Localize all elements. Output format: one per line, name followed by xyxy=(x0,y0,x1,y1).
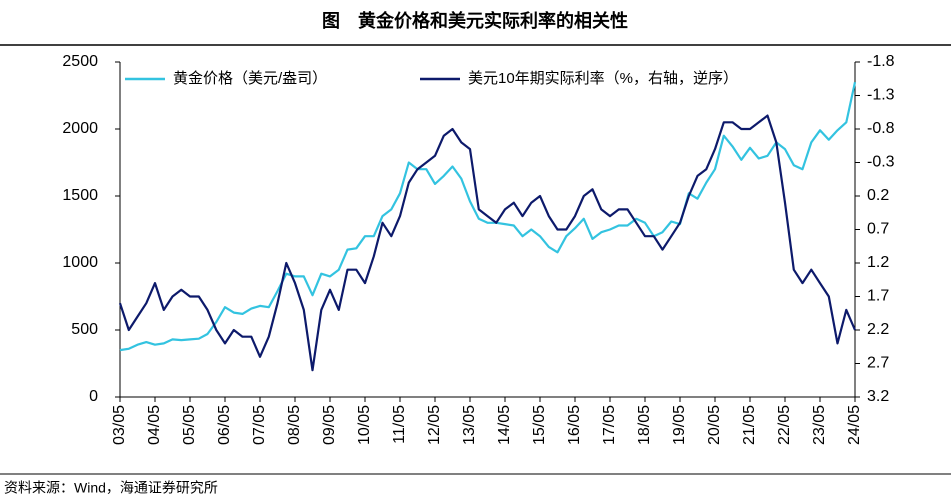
y2-tick-label: 2.7 xyxy=(867,355,889,372)
y2-tick-label: -0.3 xyxy=(867,154,895,171)
series-line xyxy=(119,81,857,352)
y-tick-label: 2000 xyxy=(62,120,98,137)
x-tick-label: 22/05 xyxy=(776,405,793,445)
x-tick-label: 11/05 xyxy=(391,405,408,444)
x-tick-label: 24/05 xyxy=(846,405,863,445)
x-tick-label: 19/05 xyxy=(671,405,688,445)
y2-tick-label: 0.7 xyxy=(867,221,889,238)
x-tick-label: 21/05 xyxy=(741,405,758,445)
x-tick-label: 08/05 xyxy=(286,405,303,445)
x-tick-label: 04/05 xyxy=(146,405,163,445)
x-tick-label: 14/05 xyxy=(496,405,513,445)
x-tick-label: 16/05 xyxy=(566,405,583,445)
x-tick-label: 06/05 xyxy=(216,405,233,445)
legend-label: 黄金价格（美元/盎司） xyxy=(173,70,327,87)
x-tick-label: 17/05 xyxy=(601,405,618,445)
y2-tick-label: -1.8 xyxy=(867,53,895,70)
x-tick-label: 07/05 xyxy=(251,405,268,445)
y2-tick-label: 2.2 xyxy=(867,321,889,338)
x-tick-label: 09/05 xyxy=(321,405,338,445)
x-tick-label: 03/05 xyxy=(111,405,128,445)
y2-tick-label: 1.7 xyxy=(867,288,889,305)
chart-title: 图 黄金价格和美元实际利率的相关性 xyxy=(322,10,628,31)
y2-tick-label: 0.2 xyxy=(867,187,889,204)
x-tick-label: 05/05 xyxy=(181,405,198,445)
y-tick-label: 1500 xyxy=(62,187,98,204)
x-tick-label: 10/05 xyxy=(356,405,373,445)
source: 资料来源：Wind，海通证券研究所 xyxy=(4,480,218,496)
x-tick-label: 12/05 xyxy=(426,405,443,445)
x-tick-label: 15/05 xyxy=(531,405,548,445)
x-tick-label: 13/05 xyxy=(461,405,478,445)
x-tick-label: 18/05 xyxy=(636,405,653,445)
y-tick-label: 1000 xyxy=(62,254,98,271)
legend-label: 美元10年期实际利率（%，右轴，逆序） xyxy=(468,70,738,87)
x-tick-label: 20/05 xyxy=(706,405,723,445)
y2-tick-label: -0.8 xyxy=(867,120,895,137)
y2-tick-label: -1.3 xyxy=(867,87,895,104)
y2-tick-label: 3.2 xyxy=(867,388,889,405)
series-line xyxy=(118,114,857,372)
x-tick-label: 23/05 xyxy=(811,405,828,445)
y-tick-label: 2500 xyxy=(62,53,98,70)
y-tick-label: 0 xyxy=(89,388,98,405)
y2-tick-label: 1.2 xyxy=(867,254,889,271)
y-tick-label: 500 xyxy=(71,321,98,338)
